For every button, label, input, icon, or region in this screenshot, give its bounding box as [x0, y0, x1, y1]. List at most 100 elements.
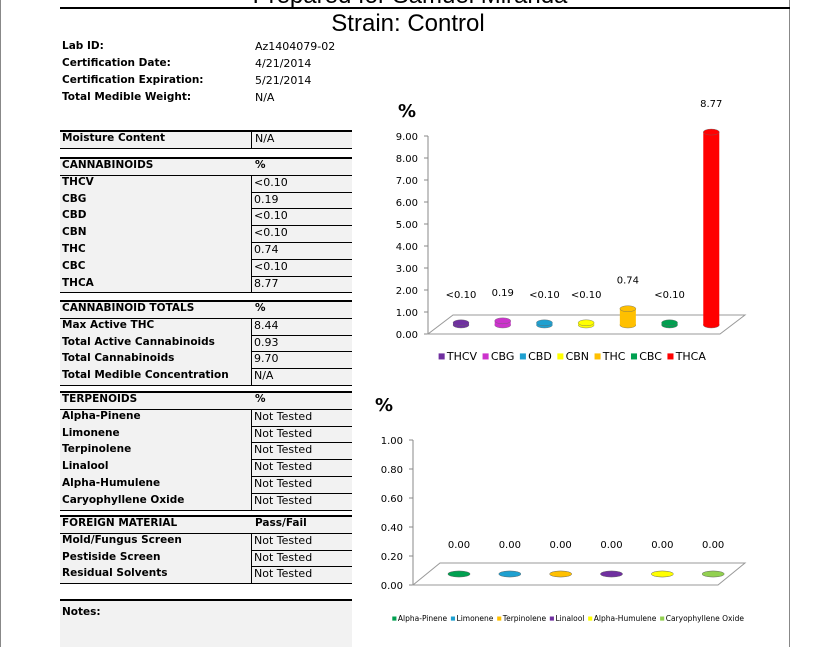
row-label: Residual Solvents — [62, 567, 168, 580]
y-axis-label: % — [375, 395, 393, 416]
y-axis-label: % — [398, 101, 416, 122]
legend-swatch — [450, 616, 456, 621]
notes-rule — [60, 599, 352, 601]
row-value: 8.44 — [254, 318, 279, 332]
lab-info-value: Az1404079-02 — [255, 40, 336, 53]
section-header: TERPENOIDS — [62, 393, 138, 405]
bar-top — [549, 570, 572, 578]
lab-info-label: Lab ID: — [62, 40, 104, 52]
row-value: Not Tested — [254, 409, 313, 423]
y-tick-label: 0.80 — [381, 465, 403, 476]
legend-label: THCA — [675, 350, 707, 363]
legend-swatch — [519, 353, 526, 360]
row-rule — [252, 476, 352, 477]
y-tick-label: 0.60 — [381, 494, 403, 505]
row-label: Alpha-Humulene — [62, 477, 161, 489]
bar — [619, 308, 636, 325]
section-header-unit: % — [255, 159, 266, 171]
row-rule — [252, 492, 352, 494]
bar — [703, 132, 720, 325]
row-rule — [252, 334, 352, 336]
legend-label: Alpha-Humulene — [594, 614, 657, 623]
row-value: <0.10 — [254, 209, 288, 223]
bar-top — [619, 305, 637, 312]
y-tick-label: 2.00 — [396, 286, 418, 297]
column-divider — [251, 532, 252, 584]
legend-swatch — [438, 353, 445, 360]
section-bottom — [60, 583, 352, 585]
row-rule — [252, 566, 352, 568]
legend-label: Linalool — [555, 614, 584, 623]
row-label: THC — [62, 243, 86, 255]
legend-label: THCV — [446, 350, 478, 363]
y-tick-label: 0.00 — [381, 581, 403, 592]
bar-top — [703, 128, 720, 136]
legend-label: Caryophyllene Oxide — [666, 614, 745, 623]
section-rule — [60, 300, 352, 302]
y-tick-label: 1.00 — [396, 308, 418, 319]
legend-swatch — [588, 616, 593, 621]
legend-label: Alpha-Pinene — [398, 614, 448, 623]
legend-swatch — [497, 616, 502, 621]
section-header-unit: Pass/Fail — [255, 517, 307, 529]
prepared-for: Prepared for Samuel Miranda — [0, 0, 820, 10]
legend-label: CBG — [491, 350, 515, 363]
value-label: 0.00 — [651, 540, 673, 551]
lab-info-value: N/A — [255, 91, 275, 104]
legend-label: CBN — [566, 350, 589, 363]
legend-label: CBC — [639, 350, 662, 363]
header-rule — [60, 408, 352, 410]
section-bg — [60, 392, 352, 510]
bar-top — [577, 319, 595, 326]
value-label: 0.19 — [492, 288, 514, 299]
legend-label: Terpinolene — [502, 614, 547, 623]
row-value: Not Tested — [254, 460, 313, 474]
header-rule — [60, 174, 352, 176]
row-label: CBC — [62, 259, 86, 272]
y-tick-label: 7.00 — [396, 176, 418, 187]
value-label: 0.00 — [448, 540, 470, 551]
row-value: 8.77 — [254, 276, 279, 290]
row-label: THCV — [62, 175, 94, 188]
value-label: 0.00 — [702, 540, 724, 551]
y-tick-label: 0.40 — [381, 523, 403, 534]
row-value: N/A — [254, 369, 274, 383]
row-value: 9.70 — [254, 352, 279, 366]
y-tick-label: 0.20 — [381, 552, 403, 563]
row-label: Alpha-Pinene — [62, 409, 141, 422]
row-value: 0.19 — [254, 192, 279, 206]
legend-swatch — [482, 353, 489, 360]
row-value: Not Tested — [254, 567, 313, 581]
row-value: 0.93 — [254, 335, 279, 349]
value-label: 0.74 — [617, 276, 639, 287]
row-rule — [252, 258, 352, 260]
legend-swatch — [549, 616, 554, 621]
header-rule — [60, 317, 352, 319]
row-value: Not Tested — [254, 550, 313, 564]
value-label: 0.00 — [550, 540, 572, 551]
row-value: Not Tested — [254, 477, 313, 490]
section-bottom — [60, 509, 352, 511]
row-label: CBD — [62, 209, 87, 222]
y-tick-label: 5.00 — [396, 220, 418, 231]
y-tick-label: 9.00 — [396, 132, 418, 143]
bar-top — [536, 319, 553, 326]
section-header-unit: % — [255, 302, 266, 314]
column-divider — [251, 317, 252, 385]
value-label: <0.10 — [529, 290, 560, 301]
strain: Strain: Control — [331, 10, 485, 37]
bar-top — [600, 570, 623, 578]
lab-info-label: Certification Expiration: — [62, 74, 204, 86]
section-bg — [60, 131, 352, 148]
row-value: Not Tested — [254, 493, 313, 507]
bar-top — [661, 319, 678, 326]
section-header: FOREIGN MATERIAL — [62, 517, 178, 529]
header-rule — [60, 532, 352, 534]
value-label: <0.10 — [571, 290, 602, 301]
legend-label: THC — [602, 350, 626, 363]
bar-top — [452, 319, 470, 326]
row-rule — [252, 191, 352, 193]
section-header-unit: N/A — [255, 132, 275, 145]
row-label: Mold/Fungus Screen — [62, 533, 182, 546]
row-value: 0.74 — [254, 243, 279, 256]
